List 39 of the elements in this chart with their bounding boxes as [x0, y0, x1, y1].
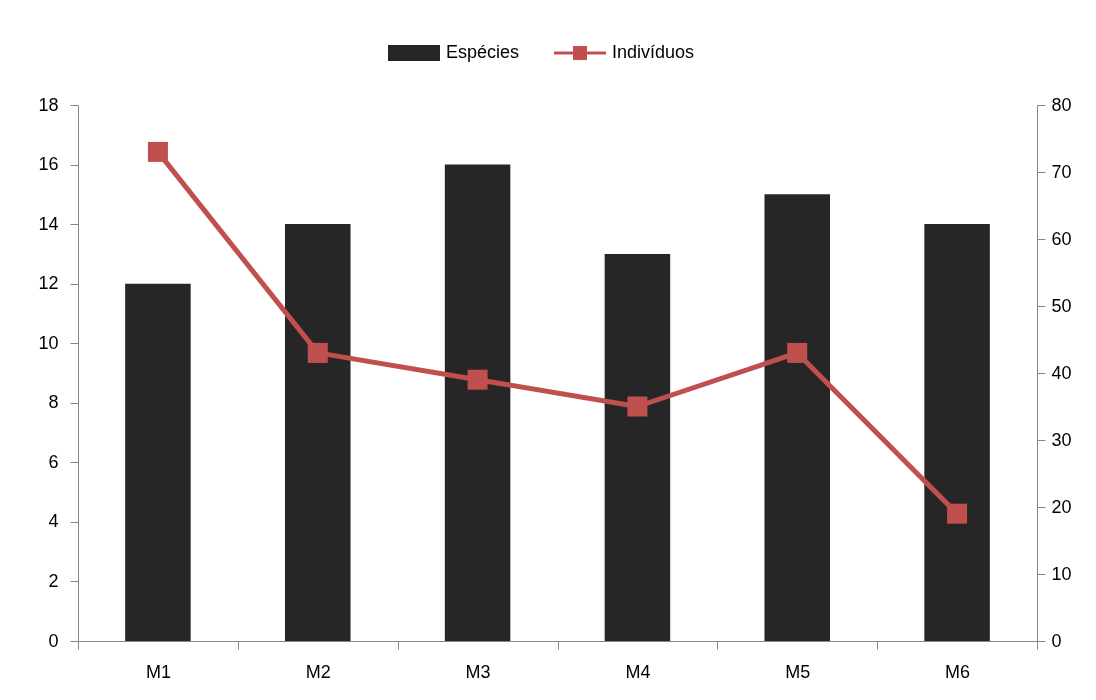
point — [947, 503, 968, 524]
y2-tick-label: 70 — [1051, 161, 1072, 182]
bar — [284, 224, 351, 641]
point — [147, 141, 168, 162]
point — [467, 369, 488, 390]
y2-tick-label: 80 — [1051, 94, 1072, 115]
point — [627, 396, 648, 417]
y-tick-label: 14 — [38, 213, 59, 234]
y-tick-label: 2 — [48, 570, 59, 591]
bar — [924, 224, 990, 641]
y-tick-label: 18 — [38, 94, 59, 115]
y2-tick-label: 10 — [1051, 563, 1072, 584]
y2-tick-label: 30 — [1051, 429, 1072, 450]
x-tick-label: M6 — [945, 661, 971, 682]
bar — [604, 253, 671, 641]
y2-tick-label: 40 — [1051, 362, 1072, 383]
y2-tick-label: 60 — [1051, 228, 1072, 249]
y2-tick-label: 20 — [1051, 496, 1072, 517]
y-tick-label: 0 — [48, 630, 59, 651]
y-tick-label: 4 — [48, 511, 59, 532]
x-tick-label: M5 — [785, 661, 811, 682]
bar — [444, 164, 511, 641]
y-tick-label: 12 — [38, 273, 59, 294]
x-tick-label: M1 — [145, 661, 171, 682]
x-tick-label: M2 — [305, 661, 331, 682]
y2-tick-label: 50 — [1051, 295, 1072, 316]
point — [787, 342, 808, 363]
x-tick-label: M3 — [465, 661, 491, 682]
x-tick-label: M4 — [625, 661, 651, 682]
legend-label: Espécies — [446, 42, 520, 62]
y-tick-label: 16 — [38, 154, 59, 175]
y-tick-label: 6 — [48, 451, 59, 472]
point — [307, 342, 328, 363]
bar — [125, 283, 191, 641]
legend-label: Indivíduos — [612, 42, 695, 62]
y-tick-label: 8 — [48, 392, 59, 413]
y-tick-label: 10 — [38, 332, 59, 353]
bar — [764, 194, 831, 641]
y2-tick-label: 0 — [1051, 630, 1062, 651]
